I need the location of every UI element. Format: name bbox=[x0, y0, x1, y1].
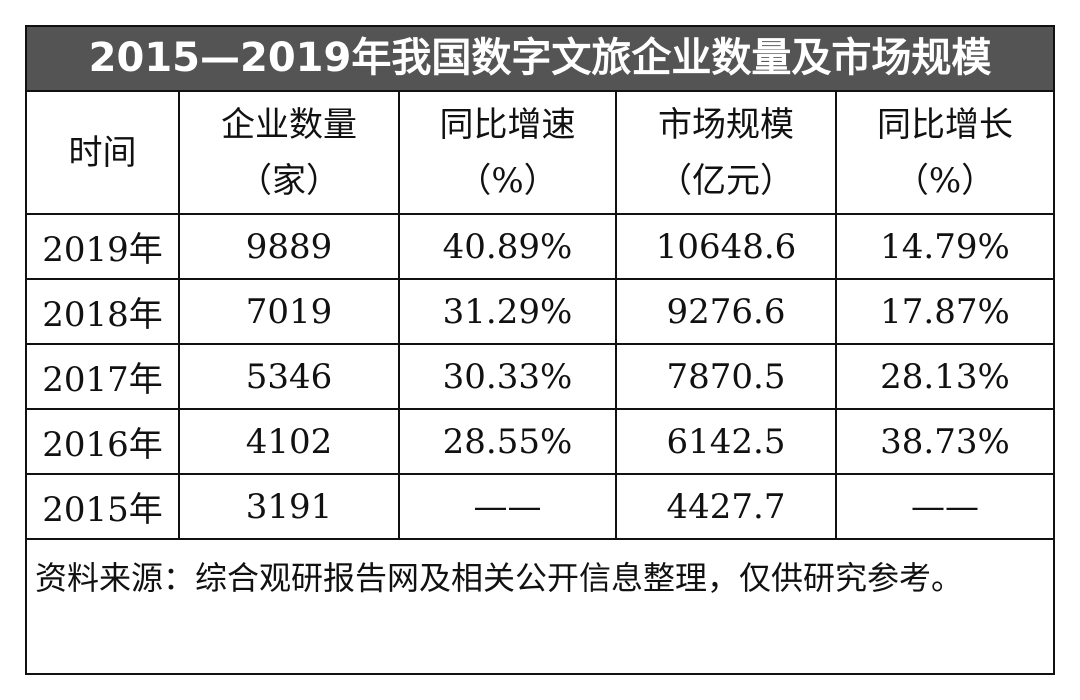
data-cell: 38.73% bbox=[835, 408, 1053, 475]
data-cell: 2015年 bbox=[27, 473, 180, 540]
data-cell: 31.29% bbox=[398, 278, 617, 345]
header-cell: 市场规模 （亿元） bbox=[615, 92, 837, 215]
header-text: （%） bbox=[894, 160, 996, 201]
header-text: （家） bbox=[238, 160, 340, 201]
data-cell: 4102 bbox=[178, 408, 400, 475]
data-row: 2016年 4102 28.55% 6142.5 38.73% bbox=[27, 408, 1053, 475]
header-text: （%） bbox=[457, 160, 558, 201]
data-cell: 28.13% bbox=[835, 343, 1053, 410]
data-row: 2018年 7019 31.29% 9276.6 17.87% bbox=[27, 278, 1053, 345]
table-body: 时间 企业数量 （家） 同比增速 （%） 市场规模 （亿元） 同比增长 （%） 2019年 9889… bbox=[27, 92, 1053, 540]
header-row: 时间 企业数量 （家） 同比增速 （%） 市场规模 （亿元） 同比增长 （%） bbox=[27, 92, 1053, 215]
header-text: 企业数量 bbox=[221, 104, 357, 145]
table-title: 2015—2019年我国数字文旅企业数量及市场规模 bbox=[27, 27, 1053, 92]
data-cell: 2016年 bbox=[27, 408, 180, 475]
data-table: 时间 企业数量 （家） 同比增速 （%） 市场规模 （亿元） 同比增长 （%） 2019年 9889… bbox=[27, 92, 1053, 540]
header-cell: 同比增长 （%） bbox=[835, 92, 1053, 215]
data-cell: 40.89% bbox=[398, 213, 617, 280]
header-text: （亿元） bbox=[658, 160, 794, 201]
data-cell: 2018年 bbox=[27, 278, 180, 345]
header-text: 同比增速 bbox=[439, 104, 576, 145]
source-note: 资料来源：综合观研报告网及相关公开信息整理，仅供研究参考。 bbox=[35, 559, 964, 597]
data-cell: 28.55% bbox=[398, 408, 617, 475]
header-text: 时间 bbox=[68, 132, 137, 173]
data-cell: 9889 bbox=[178, 213, 400, 280]
data-cell: 4427.7 bbox=[615, 473, 837, 540]
header-text: 市场规模 bbox=[658, 104, 794, 145]
data-row: 2017年 5346 30.33% 7870.5 28.13% bbox=[27, 343, 1053, 410]
data-cell: 7019 bbox=[178, 278, 400, 345]
data-row: 2019年 9889 40.89% 10648.6 14.79% bbox=[27, 213, 1053, 280]
data-cell: 14.79% bbox=[835, 213, 1053, 280]
data-cell: 17.87% bbox=[835, 278, 1053, 345]
header-cell: 同比增速 （%） bbox=[398, 92, 617, 215]
data-cell: 7870.5 bbox=[615, 343, 837, 410]
data-cell: —— bbox=[835, 473, 1053, 540]
header-cell: 时间 bbox=[27, 92, 180, 215]
table-frame: 2015—2019年我国数字文旅企业数量及市场规模 时间 企业数量 （家） 同比增速 （… bbox=[25, 25, 1055, 675]
data-cell: 9276.6 bbox=[615, 278, 837, 345]
data-cell: 3191 bbox=[178, 473, 400, 540]
data-cell: 2017年 bbox=[27, 343, 180, 410]
data-cell: —— bbox=[398, 473, 617, 540]
data-cell: 2019年 bbox=[27, 213, 180, 280]
header-cell: 企业数量 （家） bbox=[178, 92, 400, 215]
data-cell: 6142.5 bbox=[615, 408, 837, 475]
data-cell: 30.33% bbox=[398, 343, 617, 410]
data-cell: 10648.6 bbox=[615, 213, 837, 280]
header-text: 同比增长 bbox=[877, 104, 1013, 145]
data-row: 2015年 3191 —— 4427.7 —— bbox=[27, 473, 1053, 540]
data-cell: 5346 bbox=[178, 343, 400, 410]
